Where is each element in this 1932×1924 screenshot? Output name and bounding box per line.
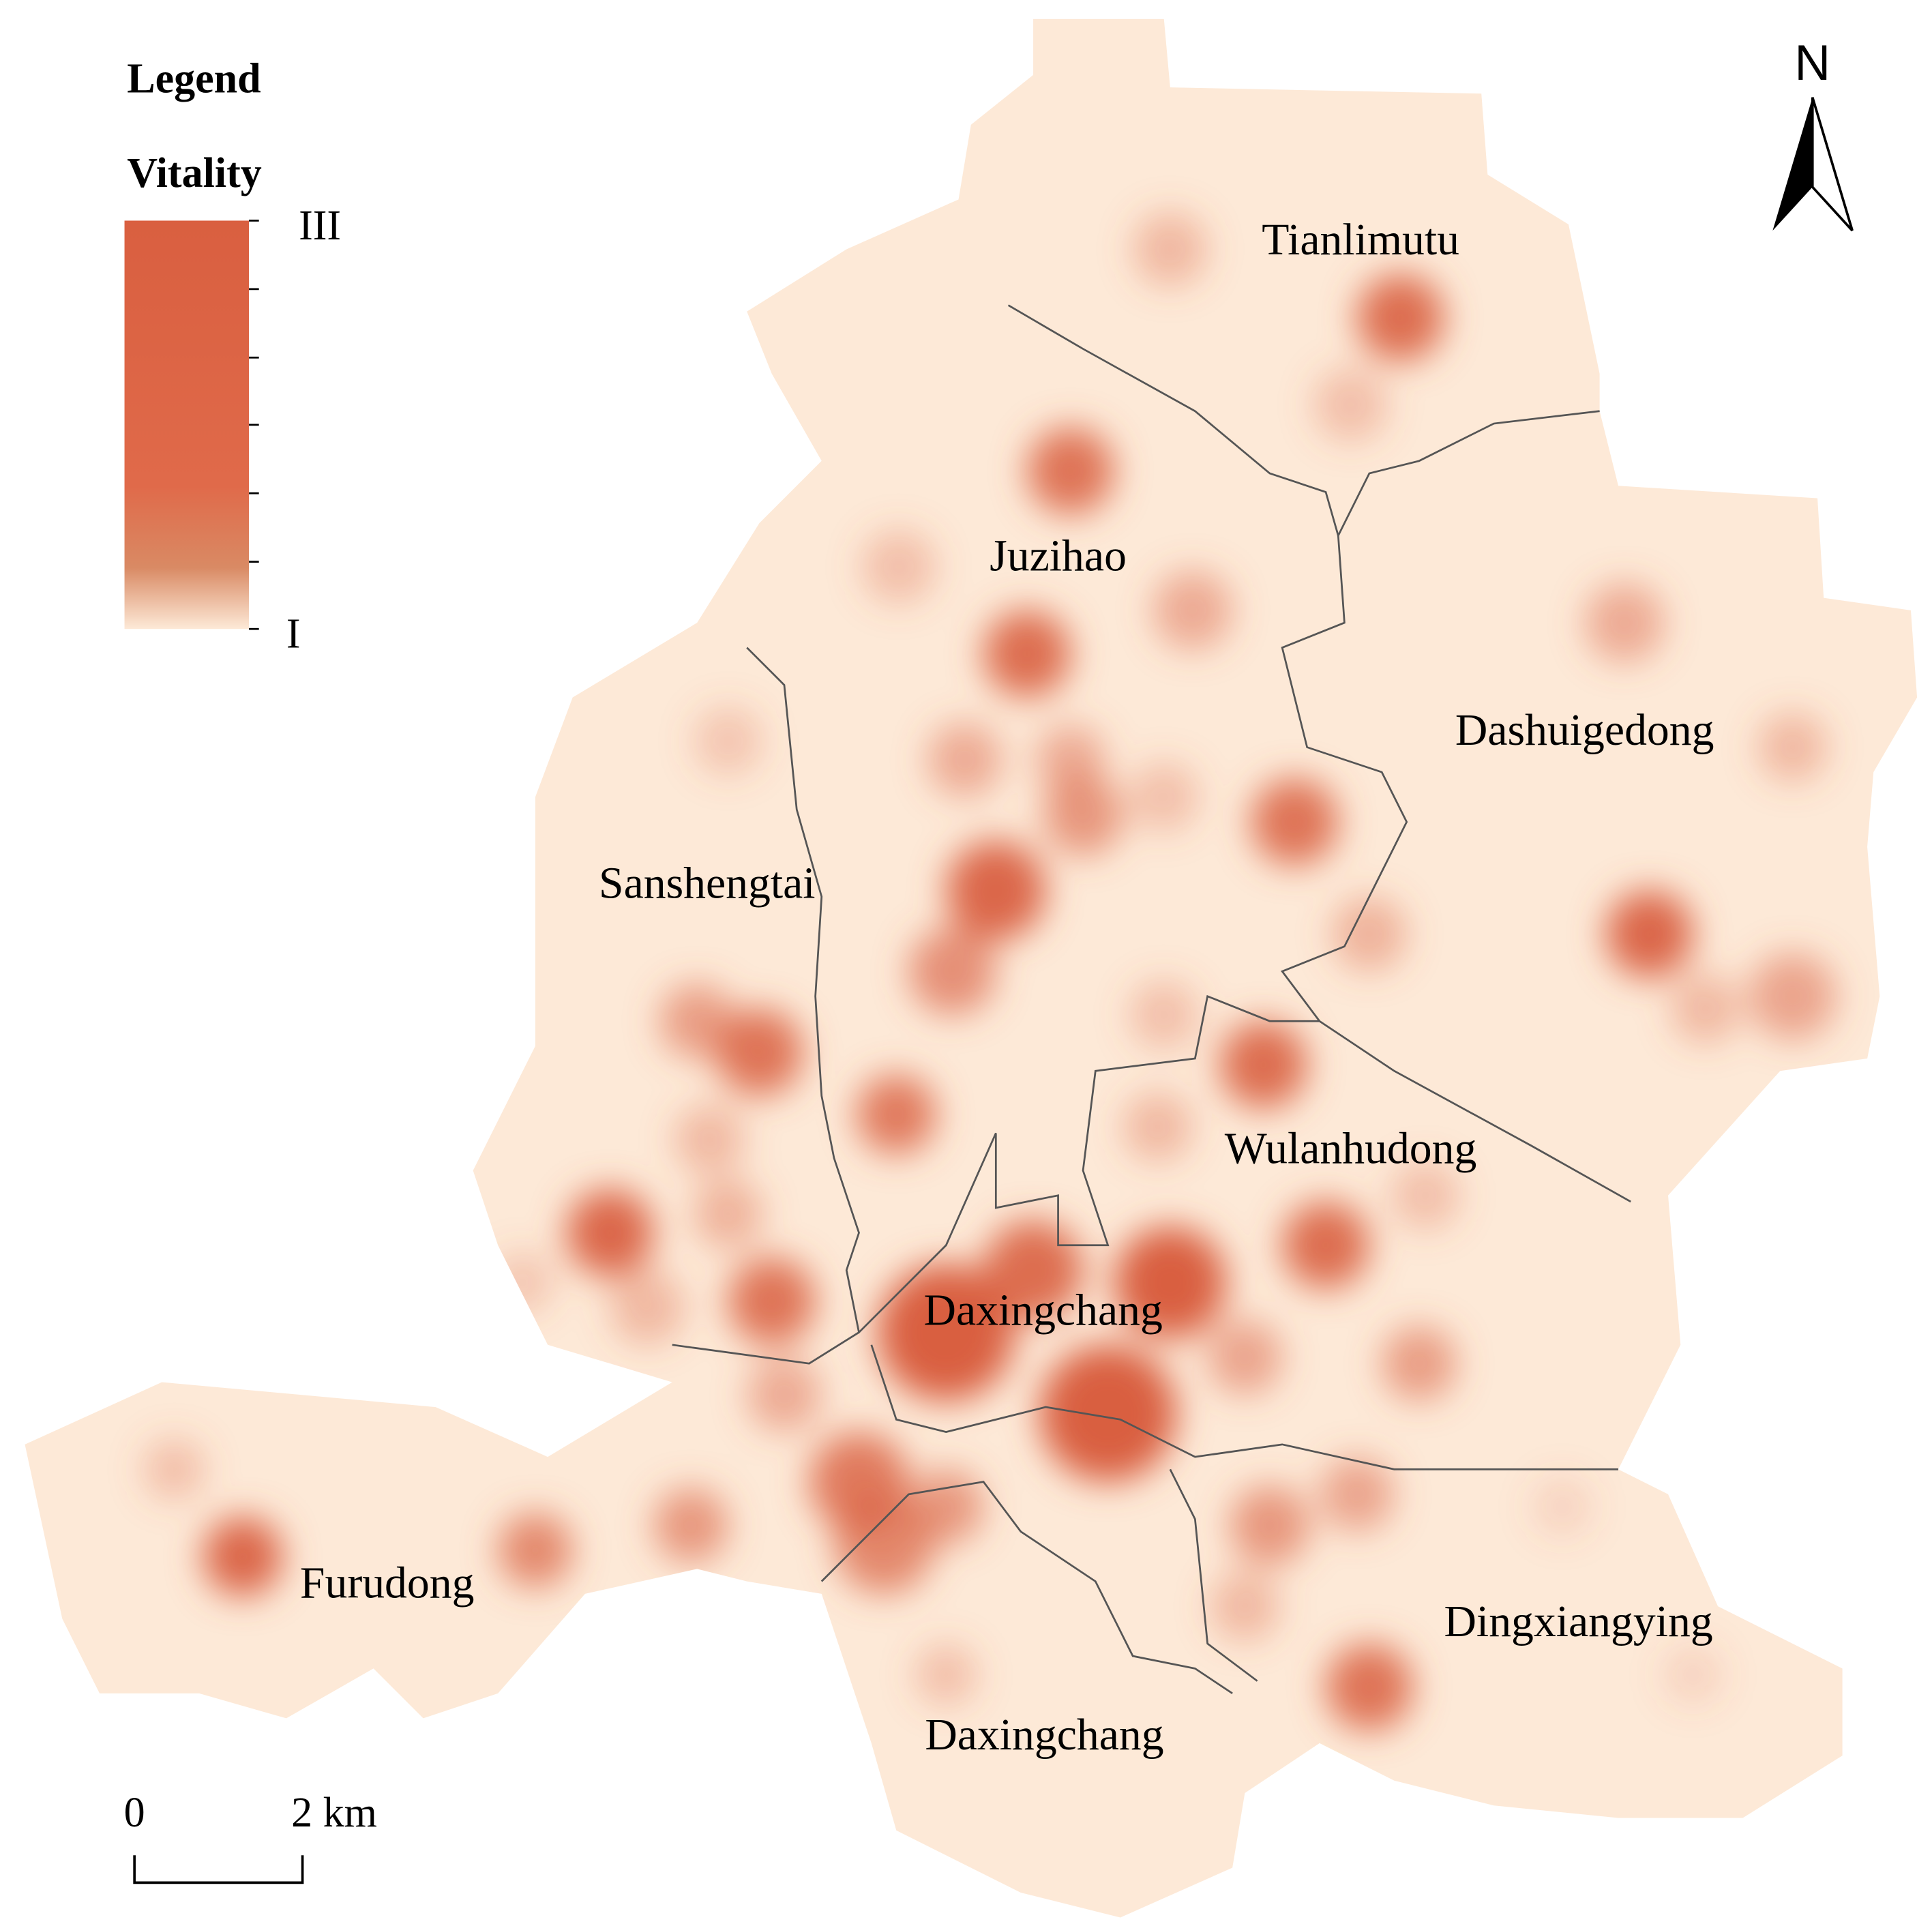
hotspot xyxy=(1605,890,1693,978)
hotspot xyxy=(1319,1457,1395,1532)
hotspot xyxy=(1207,1320,1283,1395)
scale-start: 0 xyxy=(124,1790,145,1836)
place-label: Daxingchang xyxy=(925,1710,1163,1760)
boundary xyxy=(1169,1468,1258,1682)
hotspot xyxy=(1043,775,1123,856)
hotspot xyxy=(1282,1201,1369,1289)
north-arrow xyxy=(1772,97,1813,231)
hotspot xyxy=(1356,273,1444,361)
hotspot xyxy=(610,1270,685,1345)
hotspot xyxy=(1749,952,1837,1040)
place-label: Dingxiangying xyxy=(1444,1597,1712,1646)
hotspot xyxy=(715,1008,803,1096)
hotspot xyxy=(1114,1226,1227,1339)
hotspot xyxy=(693,1179,763,1249)
north-arrow xyxy=(1811,97,1854,232)
district-boundaries xyxy=(672,304,1631,1695)
hotspot xyxy=(1382,1326,1457,1401)
hotspot xyxy=(915,1643,977,1706)
hotspot xyxy=(877,1264,1015,1401)
hotspot xyxy=(1332,896,1407,972)
hotspot xyxy=(659,983,734,1059)
boundary xyxy=(870,1344,1619,1470)
hotspot xyxy=(1531,1475,1594,1538)
hotspot xyxy=(203,1516,283,1597)
hotspot xyxy=(946,840,1046,941)
place-label: Wulanhudong xyxy=(1225,1123,1477,1173)
legend-field: Vitality xyxy=(127,150,262,196)
hotspot xyxy=(1390,1160,1461,1230)
hotspot xyxy=(1661,1643,1725,1706)
hotspot xyxy=(498,1513,573,1588)
hotspot xyxy=(983,610,1071,698)
hotspot xyxy=(1219,1021,1307,1108)
hotspot xyxy=(1326,1643,1413,1731)
hotspot xyxy=(747,1357,822,1432)
boundary xyxy=(672,647,861,1365)
hotspot xyxy=(728,1258,816,1345)
boundary xyxy=(1007,304,1600,539)
hotspot xyxy=(1313,367,1388,443)
hotspot xyxy=(908,1469,984,1544)
hotspot xyxy=(834,1494,934,1594)
place-label: Sanshengtai xyxy=(599,858,816,908)
hotspot xyxy=(1129,762,1199,832)
scale-end: 2 km xyxy=(291,1790,377,1836)
hotspots xyxy=(143,211,1837,1731)
hotspot xyxy=(1129,979,1199,1050)
place-label: Daxingchang xyxy=(924,1286,1163,1335)
boundary xyxy=(858,994,1320,1333)
hotspot xyxy=(908,928,996,1016)
hotspot xyxy=(1210,1571,1280,1642)
hotspot xyxy=(693,706,763,776)
boundary xyxy=(820,1481,1233,1695)
hotspot xyxy=(1026,427,1114,515)
hotspot xyxy=(492,1251,554,1314)
hotspot xyxy=(1039,1344,1176,1482)
hotspot xyxy=(143,1438,206,1500)
place-label: Juzihao xyxy=(990,531,1127,580)
boundary xyxy=(1280,535,1631,1203)
hotspot xyxy=(1251,778,1339,866)
legend-ticks xyxy=(249,220,259,630)
hotspot xyxy=(861,529,936,604)
north-label: N xyxy=(1794,35,1830,91)
hotspot xyxy=(1230,1485,1310,1565)
hotspot xyxy=(1757,712,1828,782)
legend-title: Legend xyxy=(127,55,261,102)
hotspot xyxy=(674,1104,745,1174)
hotspot xyxy=(1153,570,1233,651)
legend-max: III xyxy=(299,203,341,249)
hotspot xyxy=(653,1488,728,1563)
place-label: Tianlimutu xyxy=(1262,215,1459,265)
legend-ramp xyxy=(124,220,250,630)
scale-bar xyxy=(133,1855,304,1884)
place-label: Dashuigedong xyxy=(1455,705,1714,755)
place-labels: Tianlimutu Juzihao Dashuigedong Sanshengtai… xyxy=(300,215,1714,1760)
hotspot xyxy=(1123,1092,1193,1162)
legend-min: I xyxy=(286,611,301,657)
hotspot xyxy=(566,1189,654,1277)
hotspot xyxy=(856,1074,936,1155)
hotspot xyxy=(1584,582,1665,663)
hotspot xyxy=(1133,211,1208,287)
hotspot xyxy=(927,722,1002,797)
place-label: Furudong xyxy=(300,1558,475,1608)
hotspot xyxy=(1670,973,1740,1044)
